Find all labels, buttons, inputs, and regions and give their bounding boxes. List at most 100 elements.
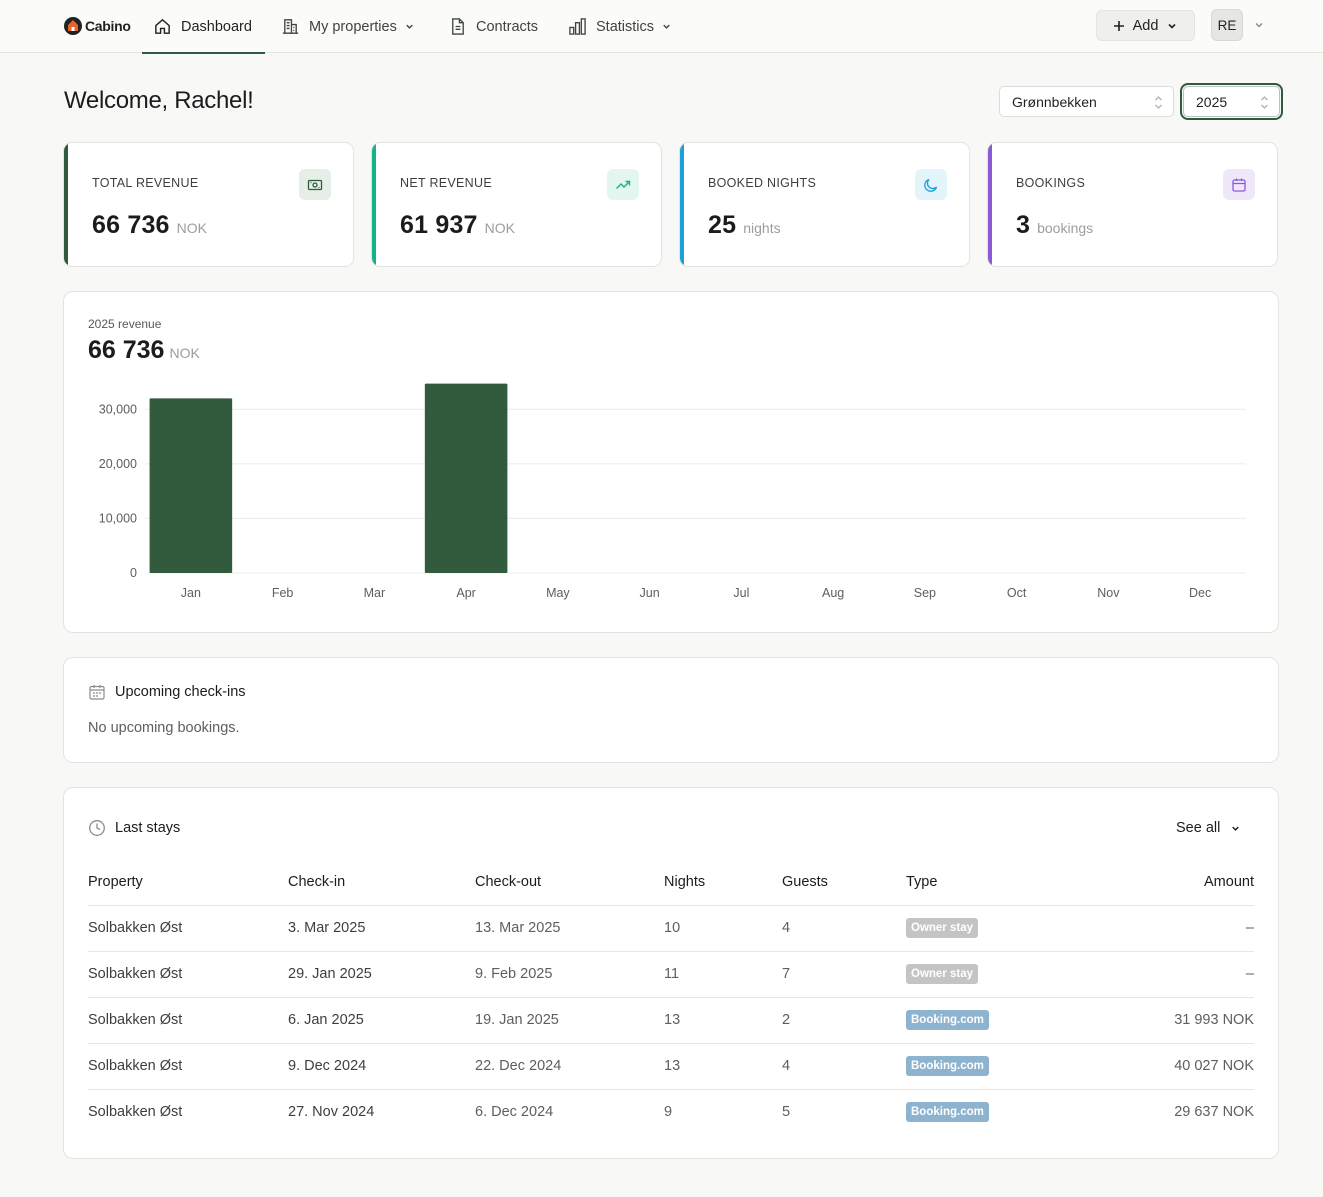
stat-unit: nights [743, 220, 781, 236]
column-header-checkout[interactable]: Check-out [475, 860, 664, 906]
money-icon [307, 179, 323, 190]
home-icon [155, 18, 170, 34]
cell-type: Booking.com [906, 997, 1066, 1044]
stat-card-net-revenue: NET REVENUE 61 937 NOK [371, 142, 662, 267]
stat-unit: bookings [1037, 220, 1094, 236]
nav-contracts-label: Contracts [476, 18, 539, 35]
revenue-bar-chart: 0 10,000 20,000 30,000 Jan Feb Mar Apr May Jun Jul… [99, 383, 1246, 600]
type-badge: Booking.com [906, 1102, 989, 1123]
cell-guests: 2 [782, 997, 906, 1044]
nav-statistics-label: Statistics [596, 18, 655, 35]
cell-nights: 13 [664, 1043, 782, 1090]
cell-nights: 9 [664, 1104, 673, 1121]
nav-dashboard[interactable]: Dashboard [142, 0, 265, 54]
table-row[interactable]: Solbakken Øst 3. Mar 2025 13. Mar 2025 1… [88, 905, 1254, 952]
chart-total-unit: NOK [169, 345, 200, 361]
stat-icon-box [1223, 169, 1255, 200]
upcoming-checkins-title: Upcoming check-ins [115, 684, 246, 700]
stat-number: 61 937 [400, 211, 478, 239]
cell-property: Solbakken Øst [88, 1043, 288, 1090]
cell-checkout: 19. Jan 2025 [475, 997, 664, 1044]
cell-checkin: 9. Dec 2024 [288, 1043, 475, 1090]
x-tick-label: Dec [1189, 586, 1211, 600]
cell-type: Booking.com [906, 1043, 1066, 1090]
chevron-down-icon [663, 24, 670, 29]
column-header-property[interactable]: Property [88, 860, 288, 906]
cell-type: Owner stay [906, 905, 1066, 952]
moon-icon [924, 178, 938, 192]
last-stays-table: Property Check-in Check-out Nights Guest… [88, 860, 1254, 1135]
cell-type: Booking.com [906, 1089, 1066, 1135]
upcoming-checkins-panel: Upcoming check-ins No upcoming bookings. [63, 657, 1279, 763]
column-header-nights[interactable]: Nights [664, 860, 782, 906]
table-row[interactable]: Solbakken Øst 29. Jan 2025 9. Feb 2025 1… [88, 951, 1254, 998]
see-all-button[interactable]: See all [1176, 820, 1241, 836]
chart-subtitle: 2025 revenue [88, 317, 162, 331]
stat-label: BOOKED NIGHTS [708, 176, 817, 190]
cell-checkout: 22. Dec 2024 [475, 1043, 664, 1090]
stat-value: 61 937 NOK [400, 211, 515, 240]
bar-chart-icon [569, 18, 586, 35]
column-header-type[interactable]: Type [906, 860, 1066, 906]
chart-total: 66 736 NOK [88, 336, 200, 365]
stat-label: BOOKINGS [1016, 176, 1086, 190]
stat-value: 66 736 NOK [92, 211, 207, 240]
cell-nights: 11 [664, 951, 782, 998]
chart-bar [149, 398, 233, 573]
cell-checkin: 29. Jan 2025 [288, 951, 475, 998]
property-select[interactable]: Grønnbekken [999, 86, 1174, 117]
cell-nights: 13 [664, 997, 782, 1044]
table-row[interactable]: Solbakken Øst 27. Nov 2024 6. Dec 2024 9… [88, 1089, 1254, 1135]
nav-statistics[interactable]: Statistics [568, 0, 672, 53]
see-all-label: See all [1176, 820, 1221, 836]
chevron-down-icon [406, 24, 413, 29]
x-tick-label: Apr [456, 586, 475, 600]
trending-up-icon [616, 180, 631, 189]
cell-checkin: 6. Jan 2025 [288, 997, 475, 1044]
cell-guests: 4 [782, 1043, 906, 1090]
cell-nights: 10 [664, 905, 782, 952]
y-tick-label: 0 [130, 566, 137, 580]
x-tick-label: Aug [822, 586, 844, 600]
cell-amount: – [1066, 905, 1254, 952]
nav-my-properties[interactable]: My properties [281, 0, 415, 53]
revenue-chart-panel: 2025 revenue 66 736 NOK 0 10,000 20,000 30,… [63, 291, 1279, 633]
stat-accent-bar [988, 143, 992, 266]
cell-checkout: 9. Feb 2025 [475, 951, 664, 998]
column-header-checkin[interactable]: Check-in [288, 860, 475, 906]
y-tick-label: 30,000 [99, 402, 137, 416]
add-button[interactable]: Add [1096, 10, 1195, 41]
stat-number: 66 736 [92, 211, 170, 239]
x-tick-label: Oct [1007, 586, 1027, 600]
cell-property: Solbakken Øst [88, 951, 288, 998]
last-stays-header: Last stays [88, 819, 180, 837]
brand-logo[interactable]: Cabino [63, 14, 131, 38]
cell-property: Solbakken Øst [88, 997, 288, 1044]
nav-contracts[interactable]: Contracts [448, 0, 538, 53]
stat-value: 25 nights [708, 211, 781, 240]
table-row[interactable]: Solbakken Øst 6. Jan 2025 19. Jan 2025 1… [88, 997, 1254, 1044]
table-header-row: Property Check-in Check-out Nights Guest… [88, 860, 1254, 906]
x-tick-label: May [546, 586, 570, 600]
nav-dashboard-label: Dashboard [181, 18, 252, 35]
updown-icon [1261, 96, 1268, 109]
cell-amount: – [1066, 951, 1254, 998]
column-header-amount[interactable]: Amount [1066, 860, 1254, 906]
year-select[interactable]: 2025 [1180, 83, 1283, 120]
x-tick-label: Sep [914, 586, 936, 600]
chevron-down-icon[interactable] [1253, 19, 1265, 31]
add-button-label: Add [1132, 17, 1159, 34]
table-row[interactable]: Solbakken Øst 9. Dec 2024 22. Dec 2024 1… [88, 1043, 1254, 1090]
stat-unit: NOK [484, 220, 516, 236]
user-avatar[interactable]: RE [1211, 9, 1243, 41]
type-badge: Owner stay [906, 918, 978, 938]
stat-value: 3 bookings [1016, 211, 1093, 240]
x-tick-label: Jul [733, 586, 749, 600]
cell-guests: 5 [782, 1104, 791, 1121]
last-stays-panel: Last stays See all Property Check-in Che… [63, 787, 1279, 1159]
building-icon [282, 19, 299, 34]
cell-guests: 4 [782, 905, 906, 952]
stat-card-total-revenue: TOTAL REVENUE 66 736 NOK [63, 142, 354, 267]
column-header-guests[interactable]: Guests [782, 860, 906, 906]
type-badge: Owner stay [906, 964, 978, 984]
